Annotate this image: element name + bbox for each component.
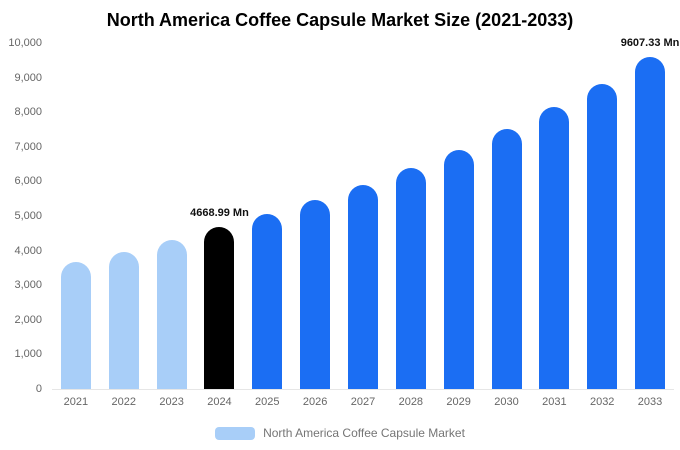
y-axis-tick-label: 9,000 (14, 71, 42, 84)
bar-2026 (300, 200, 331, 389)
bar-2031 (539, 107, 570, 389)
bar-2021 (60, 262, 91, 389)
bars: 4668.99 Mn 9607.33 Mn (52, 37, 679, 389)
bar-2023 (156, 240, 187, 389)
x-axis-tick-label: 2025 (255, 396, 280, 408)
x-axis-tick-label: 2031 (542, 396, 567, 408)
chart-title: North America Coffee Capsule Market Size… (106, 10, 574, 30)
y-axis-tick-label: 6,000 (14, 175, 42, 188)
x-axis-tick-label: 2026 (302, 396, 328, 408)
bar-column (435, 43, 483, 389)
x-axis-tick-label: 2032 (589, 396, 615, 408)
x-axis-tick-label: 2022 (111, 396, 136, 408)
bar-column (578, 43, 626, 389)
x-axis-tick-label: 2030 (494, 396, 519, 408)
y-axis-tick-label: 4,000 (14, 244, 42, 257)
x-axis-tick-label: 2028 (398, 396, 424, 408)
bar-column (339, 43, 387, 389)
y-axis-tick-label: 1,000 (14, 348, 42, 361)
x-axis-tick-label: 2023 (159, 396, 184, 408)
bar-column (148, 43, 196, 389)
bar-value-label: 9607.33 Mn (620, 36, 680, 49)
bar-column (483, 43, 531, 389)
x-axis-tick-label: 2021 (63, 396, 89, 408)
bar-2022 (108, 251, 139, 389)
y-axis-tick-label: 8,000 (14, 106, 42, 119)
y-axis-tick-label: 3,000 (14, 279, 42, 292)
bar-value-label: 4668.99 Mn (190, 207, 249, 220)
bar-2032 (587, 83, 618, 389)
x-axis-tick-label: 2029 (446, 396, 471, 408)
x-axis: 2021 2022 2023 2024 2025 2026 2027 2028 2029 2030… (52, 396, 674, 408)
bar-column: 4668.99 Mn (190, 43, 249, 389)
bar-column (52, 43, 100, 389)
bar-column (243, 43, 291, 389)
bar-column (530, 43, 578, 389)
y-axis-tick-label: 0 (35, 383, 42, 395)
legend-label[interactable]: North America Coffee Capsule Market (263, 426, 465, 440)
bar-2024 (204, 227, 235, 389)
bar-column (387, 43, 435, 389)
bar-2025 (252, 213, 283, 389)
bar-column (100, 43, 148, 389)
bar-2033 (635, 56, 666, 389)
bar-2028 (395, 167, 426, 389)
bar-column (291, 43, 339, 389)
x-axis-tick-label: 2027 (350, 396, 376, 408)
bar-2029 (443, 149, 474, 389)
plot-area: 4668.99 Mn 9607.33 Mn (52, 37, 679, 390)
bar-2030 (491, 129, 522, 389)
x-axis-tick-label: 2033 (637, 396, 663, 408)
y-axis-tick-label: 2,000 (14, 313, 42, 326)
y-axis-tick-label: 7,000 (14, 140, 42, 153)
x-axis-tick-label: 2024 (207, 396, 232, 408)
legend-swatch[interactable] (215, 426, 256, 440)
bar-column: 9607.33 Mn (621, 37, 679, 389)
legend: North America Coffee Capsule Market (0, 426, 680, 440)
y-axis-tick-label: 5,000 (14, 210, 42, 222)
y-axis: 0 1,000 2,000 3,000 4,000 5,000 6,000 7,000 8,00… (0, 37, 46, 395)
bar-2027 (347, 184, 378, 389)
y-axis-tick-label: 10,000 (8, 37, 42, 49)
